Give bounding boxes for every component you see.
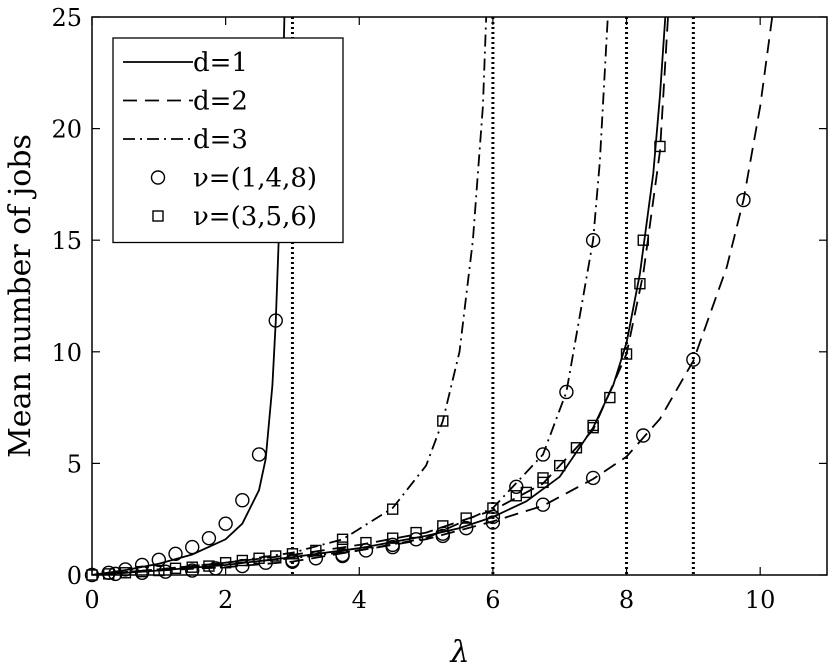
legend-square-marker <box>152 210 164 222</box>
circle-marker-10 <box>251 447 267 462</box>
x-tick-label: 10 <box>745 586 776 614</box>
vertical-reference-lines <box>290 17 695 575</box>
circle-marker-34 <box>335 548 350 564</box>
square-marker-15 <box>360 536 372 549</box>
square-marker-7 <box>203 560 215 572</box>
circle-marker-12 <box>108 566 123 582</box>
square-marker-5 <box>169 562 182 575</box>
x-tick-label: 0 <box>84 586 99 614</box>
y-axis-label: Mean number of jobs <box>3 134 38 458</box>
legend-label: d=2 <box>193 87 248 117</box>
square-marker-2 <box>119 567 132 579</box>
square-marker-17 <box>410 526 422 539</box>
circle-marker-27 <box>485 515 501 530</box>
square-marker-10 <box>253 552 265 564</box>
circle-marker-36 <box>435 528 450 544</box>
square-marker-34 <box>520 486 533 499</box>
circle-marker-2 <box>118 562 133 577</box>
legend-label: d=1 <box>193 48 248 78</box>
legend-label: d=3 <box>193 125 248 155</box>
circle-marker-7 <box>201 530 217 546</box>
circle-marker-39 <box>535 447 551 462</box>
circle-marker-33 <box>285 554 300 569</box>
x-tick-label: 8 <box>619 586 634 614</box>
y-tick-label: 20 <box>51 116 82 144</box>
legend-box <box>112 37 344 244</box>
circle-marker-35 <box>385 539 400 555</box>
circle-marker-17 <box>235 558 250 574</box>
circle-marker-37 <box>485 509 501 525</box>
legend-label: ν=(1,4,8) <box>193 164 317 194</box>
square-marker-30 <box>654 140 666 153</box>
x-axis-label: λ <box>449 635 469 665</box>
y-tick-label: 15 <box>51 227 82 255</box>
circle-marker-32 <box>736 192 751 208</box>
square-marker-35 <box>537 472 549 484</box>
square-marker-1 <box>103 568 115 580</box>
x-tick-label: 6 <box>485 586 500 614</box>
circle-marker-20 <box>308 551 324 566</box>
square-marker-27 <box>620 348 633 360</box>
plot-frame <box>91 16 828 576</box>
ticks: 0 2 4 6 8 10 0 5 10 15 20 25 <box>51 4 827 614</box>
y-tick-label: 0 <box>67 562 82 590</box>
legend: d=1 d=2 d=3 ν=(1,4,8) ν=(3,5,6) <box>112 37 344 244</box>
square-marker-11 <box>270 550 282 562</box>
square-marker-28 <box>634 278 646 290</box>
square-marker-33 <box>437 415 449 427</box>
square-marker-19 <box>460 512 472 524</box>
square-marker-18 <box>437 520 449 532</box>
square-marker-36 <box>587 419 599 432</box>
square-marker-24 <box>570 442 583 454</box>
circle-marker-3 <box>134 557 150 573</box>
square-marker-3 <box>136 565 148 578</box>
x-tick-label: 4 <box>352 586 367 614</box>
circle-marker-15 <box>185 563 200 578</box>
square-marker-14 <box>336 541 349 553</box>
circle-marker-8 <box>218 516 233 531</box>
x-tick-label: 2 <box>218 586 233 614</box>
square-marker-9 <box>236 554 249 567</box>
square-marker-12 <box>286 548 299 560</box>
square-marker-32 <box>386 503 399 515</box>
legend-label: ν=(3,5,6) <box>193 202 317 232</box>
y-tick-label: 5 <box>67 450 82 478</box>
circle-marker-22 <box>358 543 374 558</box>
square-marker-26 <box>604 391 616 404</box>
square-marker-20 <box>487 502 499 514</box>
y-tick-label: 25 <box>51 4 82 32</box>
circle-marker-6 <box>185 539 200 555</box>
circle-marker-41 <box>585 232 601 248</box>
legend-circle-marker <box>150 170 166 185</box>
square-marker-13 <box>310 544 322 557</box>
circle-marker-28 <box>535 497 551 512</box>
marker-layer <box>84 140 751 583</box>
square-marker-23 <box>554 459 566 472</box>
circle-marker-14 <box>158 564 173 579</box>
circle-marker-5 <box>168 546 183 561</box>
square-marker-6 <box>186 561 198 573</box>
circle-marker-30 <box>636 428 651 443</box>
circle-marker-31 <box>686 352 701 367</box>
circle-marker-29 <box>585 470 601 486</box>
circle-marker-40 <box>559 384 574 400</box>
circle-marker-9 <box>235 493 250 508</box>
circle-marker-4 <box>151 552 167 568</box>
circle-marker-26 <box>458 520 474 536</box>
square-marker-31 <box>336 533 349 545</box>
circle-marker-24 <box>408 532 424 547</box>
circle-marker-11 <box>268 313 283 328</box>
square-marker-29 <box>637 234 649 246</box>
square-marker-16 <box>386 532 399 544</box>
y-tick-label: 10 <box>51 339 82 367</box>
